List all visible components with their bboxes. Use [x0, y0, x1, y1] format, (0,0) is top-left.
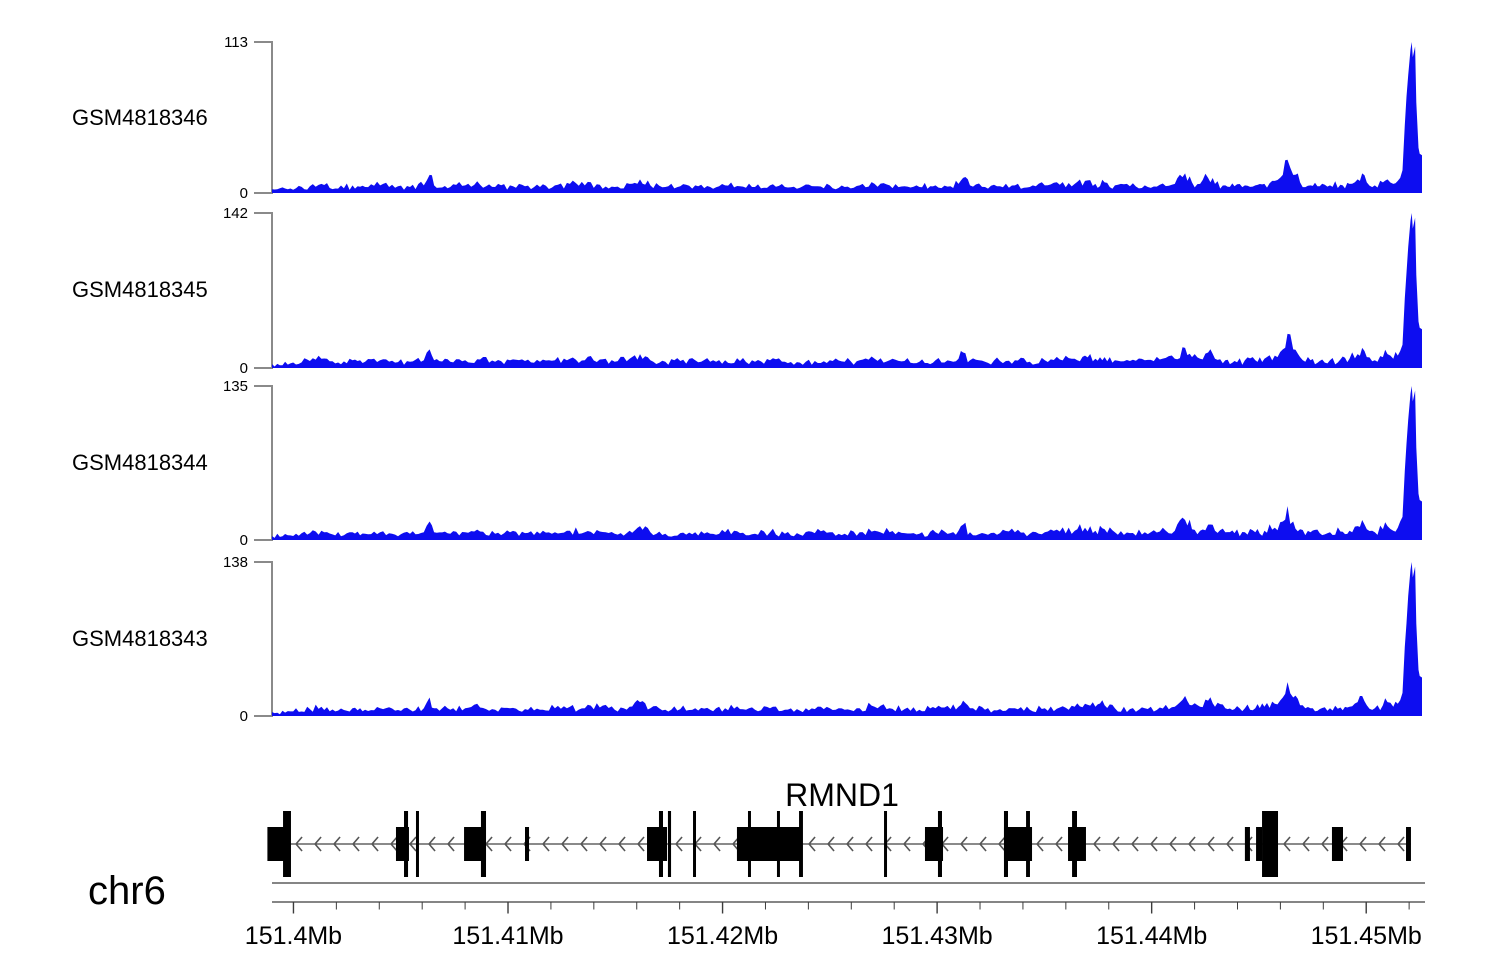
- strand-arrow-icon: [1130, 836, 1139, 852]
- coverage-signal: [272, 42, 1422, 193]
- strand-arrow-icon: [1377, 836, 1386, 852]
- strand-arrow-icon: [370, 836, 379, 852]
- gene-model: [267, 811, 1411, 877]
- strand-arrow-icon: [864, 836, 873, 852]
- exon: [1256, 827, 1263, 861]
- axis-tick-label: 151.4Mb: [245, 922, 342, 950]
- strand-arrow-icon: [1187, 836, 1196, 852]
- y-max-label: 142: [223, 205, 248, 222]
- strand-arrow-icon: [332, 836, 341, 852]
- strand-arrow-icon: [408, 836, 417, 852]
- coverage-track-1: GSM4818346 113 0: [72, 34, 1422, 202]
- gene-track: RMND1: [267, 777, 1411, 877]
- y-max-label: 138: [223, 554, 248, 571]
- strand-arrow-icon: [1168, 836, 1177, 852]
- strand-arrow-icon: [560, 836, 569, 852]
- strand-arrow-icon: [1320, 836, 1329, 852]
- axis-tick-label: 151.43Mb: [882, 922, 993, 950]
- axis-tick-label: 151.41Mb: [452, 922, 563, 950]
- chromosome-label: chr6: [88, 869, 166, 913]
- exon: [464, 827, 487, 861]
- strand-arrow-icon: [826, 836, 835, 852]
- exon: [1406, 827, 1411, 861]
- strand-arrow-icon: [1396, 836, 1405, 852]
- strand-arrow-icon: [807, 836, 816, 852]
- exon: [647, 827, 668, 861]
- exon: [1244, 827, 1250, 861]
- y-zero-label: 0: [240, 532, 248, 549]
- track-label: GSM4818346: [72, 105, 208, 130]
- strand-arrow-icon: [389, 836, 398, 852]
- exon-tall: [667, 811, 672, 877]
- strand-arrow-icon: [503, 836, 512, 852]
- strand-arrow-icon: [294, 836, 303, 852]
- strand-arrow-icon: [1206, 836, 1215, 852]
- strand-arrow-icon: [541, 836, 550, 852]
- exon: [1331, 827, 1343, 861]
- strand-arrow-icon: [1054, 836, 1063, 852]
- strand-arrow-icon: [1092, 836, 1101, 852]
- strand-arrow-icon: [636, 836, 645, 852]
- strand-arrow-icon: [446, 836, 455, 852]
- coverage-track-3: GSM4818344 135 0: [72, 378, 1422, 549]
- exon: [1003, 827, 1033, 861]
- coverage-signal: [272, 562, 1422, 716]
- genome-axis: 151.4Mb 151.41Mb 151.42Mb 151.43Mb 151.44Mb 1…: [245, 882, 1425, 950]
- exon: [267, 827, 289, 861]
- exon: [525, 827, 530, 861]
- strand-arrow-icon: [579, 836, 588, 852]
- strand-arrow-icon: [978, 836, 987, 852]
- coverage-signal: [272, 386, 1422, 540]
- strand-arrow-icon: [712, 836, 721, 852]
- strand-arrow-icon: [598, 836, 607, 852]
- exon-tall: [1262, 811, 1279, 877]
- exon-tall: [884, 811, 888, 877]
- exon: [1068, 827, 1086, 861]
- exon: [924, 827, 944, 861]
- strand-arrow-icon: [902, 836, 911, 852]
- strand-arrow-icon: [1149, 836, 1158, 852]
- strand-arrow-icon: [617, 836, 626, 852]
- strand-arrow-icon: [845, 836, 854, 852]
- strand-arrow-icon: [1035, 836, 1044, 852]
- strand-arrow-icon: [427, 836, 436, 852]
- track-label: GSM4818345: [72, 277, 208, 302]
- y-max-label: 135: [223, 378, 248, 395]
- strand-arrow-icon: [674, 836, 683, 852]
- y-zero-label: 0: [240, 708, 248, 725]
- exon-tall: [693, 811, 697, 877]
- y-zero-label: 0: [240, 360, 248, 377]
- y-zero-label: 0: [240, 185, 248, 202]
- axis-tick-label: 151.42Mb: [667, 922, 778, 950]
- track-label: GSM4818343: [72, 626, 208, 651]
- strand-arrow-icon: [1301, 836, 1310, 852]
- strand-arrow-icon: [1111, 836, 1120, 852]
- coverage-track-2: GSM4818345 142 0: [72, 205, 1422, 377]
- strand-arrow-icon: [351, 836, 360, 852]
- axis-tick-label: 151.45Mb: [1311, 922, 1422, 950]
- strand-arrow-icon: [313, 836, 322, 852]
- y-max-label: 113: [224, 34, 248, 51]
- exon-tall: [415, 811, 419, 877]
- coverage-track-4: GSM4818343 138 0: [72, 554, 1422, 725]
- y-axis: [254, 561, 273, 717]
- strand-arrow-icon: [997, 836, 1006, 852]
- strand-arrow-icon: [1282, 836, 1291, 852]
- strand-arrow-icon: [959, 836, 968, 852]
- exon: [736, 827, 803, 861]
- genome-axis-track: chr6 151.4Mb 151.41Mb 151.42Mb 151.43Mb 151.…: [88, 869, 1425, 950]
- y-axis: [254, 212, 273, 369]
- y-axis: [254, 385, 273, 541]
- track-label: GSM4818344: [72, 450, 208, 475]
- axis-tick-label: 151.44Mb: [1096, 922, 1207, 950]
- coverage-signal: [272, 213, 1422, 368]
- y-axis: [254, 41, 273, 194]
- strand-arrow-icon: [1225, 836, 1234, 852]
- strand-arrow-icon: [1358, 836, 1367, 852]
- strand-arrow-icon: [484, 836, 493, 852]
- exon: [395, 827, 409, 861]
- gene-name-label: RMND1: [785, 777, 899, 813]
